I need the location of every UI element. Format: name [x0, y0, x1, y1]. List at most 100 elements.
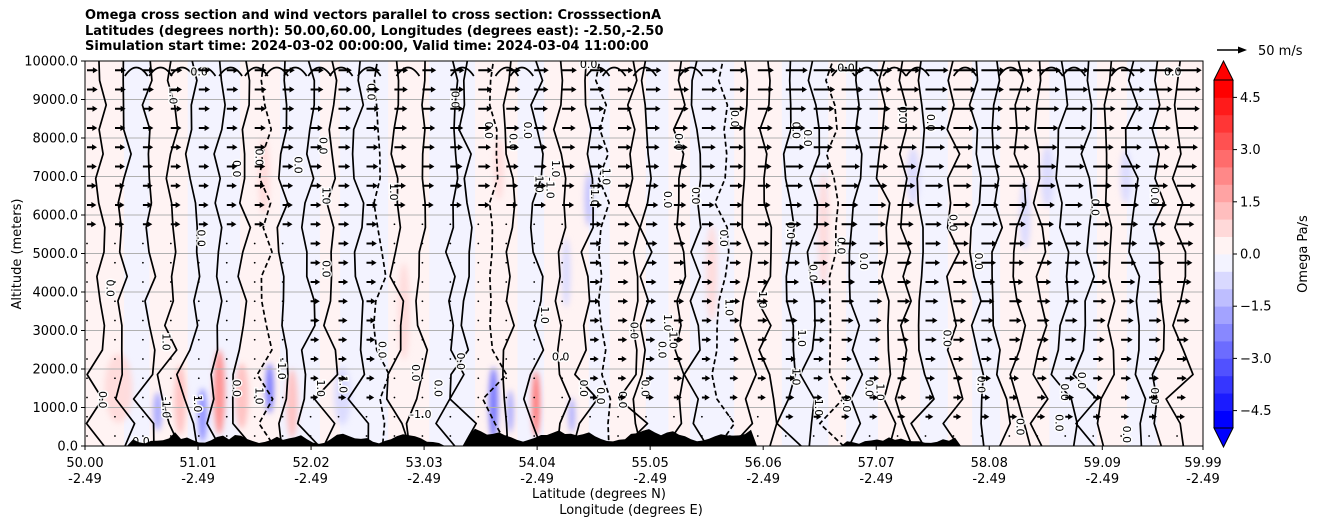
wind-vector	[281, 319, 284, 322]
wind-vector	[897, 221, 914, 228]
wind-vector	[897, 144, 917, 151]
wind-vector	[729, 356, 739, 362]
wind-vector	[701, 202, 715, 208]
contour-label: -1.0	[588, 185, 601, 206]
wind-vector	[785, 86, 807, 93]
wind-vector	[953, 375, 963, 382]
wind-vector	[953, 182, 972, 189]
wind-vector	[478, 86, 493, 93]
contour-label: 0.0	[1148, 187, 1161, 205]
contour-line	[307, 66, 332, 77]
contour-line	[191, 66, 217, 77]
wind-vector	[505, 358, 508, 360]
wind-vector	[506, 182, 519, 189]
wind-vector	[142, 86, 154, 93]
wind-vector	[869, 182, 888, 189]
wind-vector	[925, 105, 947, 112]
wind-vector	[841, 375, 852, 382]
wind-vector	[618, 298, 629, 305]
wind-vector	[757, 144, 772, 151]
x-tick-label-lat: 56.06	[745, 456, 782, 471]
wind-vector	[282, 202, 293, 208]
wind-vector	[840, 435, 843, 437]
wind-vector	[757, 202, 771, 208]
wind-vector	[421, 281, 424, 283]
wind-vector	[757, 336, 768, 343]
wind-vector	[869, 240, 885, 247]
wind-vector	[338, 356, 347, 362]
contour-line	[256, 61, 276, 446]
wind-vector	[366, 394, 375, 401]
wind-vector	[646, 279, 657, 285]
wind-vector	[534, 182, 547, 189]
wind-vector	[281, 377, 284, 380]
colorbar-segment	[1214, 201, 1233, 220]
wind-vector	[1065, 144, 1086, 151]
wind-vector	[1065, 413, 1074, 420]
wind-vector	[142, 319, 144, 322]
wind-vector	[1009, 240, 1026, 247]
wind-vector	[450, 163, 463, 170]
x-tick-label-lat: 59.09	[1084, 456, 1121, 471]
wind-vector	[393, 281, 396, 283]
colorbar-segment	[1214, 323, 1233, 342]
wind-vector	[785, 317, 798, 324]
wind-vector	[197, 261, 200, 264]
wind-vector	[142, 377, 144, 380]
wind-vector	[813, 240, 829, 247]
wind-vector	[590, 317, 600, 324]
wind-vector	[338, 279, 349, 285]
wind-vector	[421, 300, 424, 303]
wind-vector	[841, 259, 856, 266]
wind-vector	[1065, 317, 1078, 324]
wind-vector	[841, 394, 851, 401]
contour-label: 1.0	[320, 187, 333, 205]
wind-vector	[1037, 144, 1058, 151]
plot-area: 0.0 1.0 0.0 0.0 0.0 0.0 0.0 1.0 0.0 0.0 1.0 1.0 0.0 0…	[84, 60, 1204, 447]
contour-line	[328, 66, 354, 77]
wind-vector	[115, 182, 125, 189]
wind-vector	[142, 396, 144, 399]
wind-vector	[897, 105, 919, 112]
wind-vector	[1177, 125, 1199, 131]
wind-vector	[729, 375, 739, 382]
wind-vector	[226, 125, 238, 131]
wind-vector	[281, 281, 284, 283]
wind-vector	[757, 163, 772, 170]
wind-vector	[673, 259, 685, 266]
contour-line	[683, 61, 709, 446]
wind-vector	[981, 279, 996, 285]
contour-label: 0.0	[482, 122, 495, 140]
wind-vector	[505, 261, 508, 264]
wind-vector	[142, 163, 153, 170]
wind-vector	[869, 317, 882, 324]
contour-line	[910, 61, 935, 446]
x-axis-label-lon: Longitude (degrees E)	[559, 503, 703, 518]
wind-vector	[590, 279, 601, 285]
wind-vector	[757, 394, 766, 401]
wind-vector	[981, 356, 992, 362]
contour-line	[998, 66, 1023, 77]
wind-vector	[981, 317, 994, 324]
wind-vector	[142, 435, 144, 437]
wind-vector	[813, 356, 824, 362]
wind-vector	[310, 336, 320, 343]
wind-vector	[813, 144, 833, 151]
contour-line	[1009, 61, 1032, 446]
wind-vector	[170, 105, 182, 112]
wind-vector	[1093, 67, 1118, 74]
wind-vector	[142, 182, 153, 189]
wind-vector	[505, 300, 508, 303]
wind-vector	[338, 317, 348, 324]
y-tick-label: 10000.0	[24, 55, 78, 70]
contour-label: 0.0	[806, 264, 819, 282]
wind-vector	[618, 163, 632, 170]
wind-vector	[1177, 279, 1192, 285]
wind-vector	[841, 298, 855, 305]
wind-vector	[757, 67, 774, 74]
wind-vector	[562, 144, 576, 151]
wind-vector	[1037, 356, 1048, 362]
wind-vector	[310, 356, 319, 362]
wind-vector	[561, 223, 564, 226]
wind-vector	[1009, 317, 1022, 324]
